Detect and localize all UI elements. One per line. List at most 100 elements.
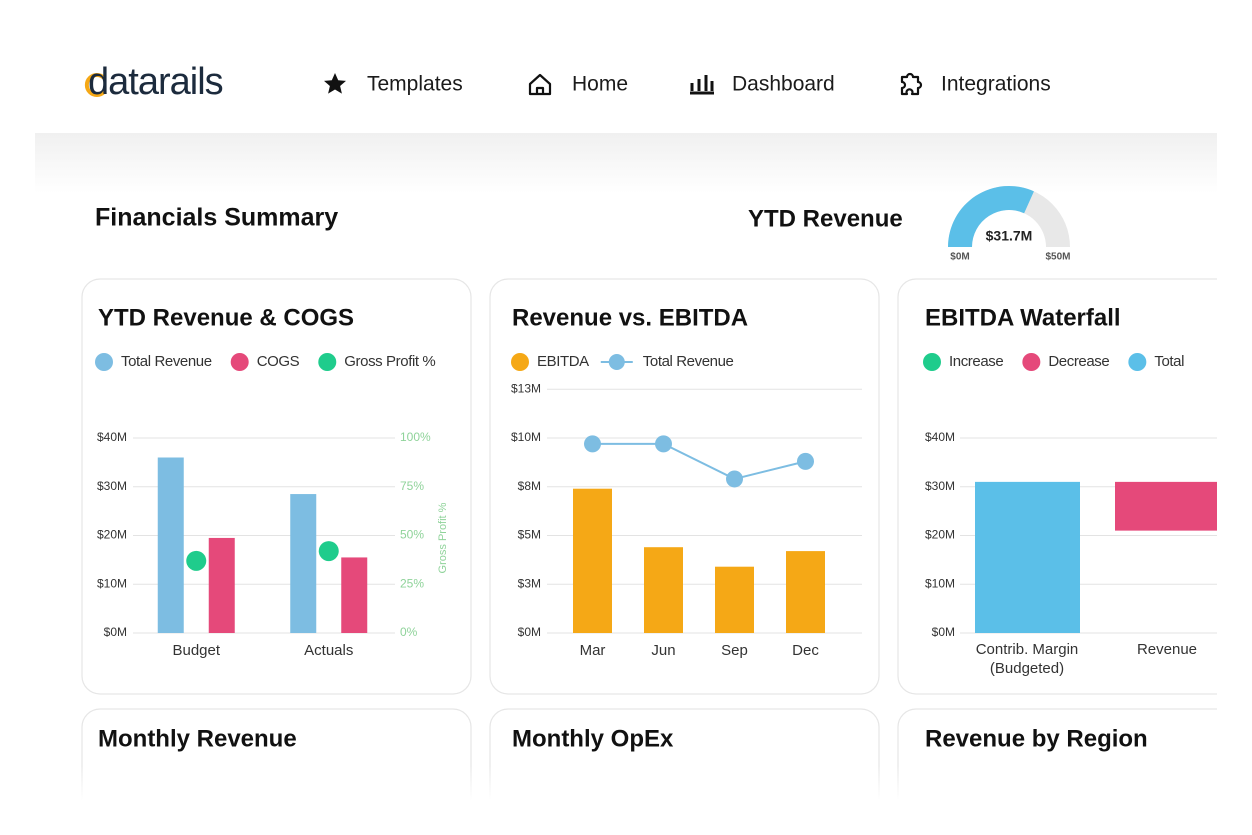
gauge-title: YTD Revenue xyxy=(748,205,903,232)
nav-dashboard[interactable]: Dashboard xyxy=(690,73,835,96)
x-tick-label-box: Contrib. Margin (Budgeted) xyxy=(975,641,1079,677)
legend-marker xyxy=(1128,353,1147,371)
y-tick-label: $13M xyxy=(511,381,541,395)
bar xyxy=(573,488,612,633)
star-icon xyxy=(324,73,346,94)
ytd-gauge: YTD Revenue $31.7M $0M $50M xyxy=(748,186,1071,263)
y2-tick-label: 100% xyxy=(400,430,431,444)
legend-label: Total Revenue xyxy=(643,353,734,370)
nav-templates[interactable]: Templates xyxy=(324,73,463,96)
legend-marker xyxy=(608,354,625,370)
legend-label: Total Revenue xyxy=(121,353,212,370)
y-tick-label: $5M xyxy=(518,528,541,542)
panel-title: Monthly OpEx xyxy=(512,725,674,752)
dashboard-icon xyxy=(690,75,714,95)
nav-label[interactable]: Home xyxy=(572,73,628,96)
bar xyxy=(644,547,683,633)
charts: YTD Revenue $31.7M $0M $50M YTD Revenue & CO… xyxy=(95,186,1217,677)
page-title: Financials Summary xyxy=(95,204,338,232)
nav-home[interactable]: Home xyxy=(528,73,628,96)
y2-tick-label: 50% xyxy=(400,528,424,542)
header-shadow xyxy=(35,133,1217,193)
legend-marker xyxy=(511,353,529,371)
y2-tick-label: 25% xyxy=(400,576,424,590)
x-tick-label: Revenue xyxy=(1136,641,1198,658)
bar xyxy=(157,457,184,633)
x-tick-label: Jun xyxy=(651,642,675,659)
y2-tick-label: 75% xyxy=(400,479,424,493)
legend-marker xyxy=(1022,353,1041,371)
gauge-value xyxy=(948,186,1034,247)
legend-marker xyxy=(95,353,113,371)
legend-label: Gross Profit % xyxy=(344,353,435,370)
nav-label[interactable]: Templates xyxy=(367,73,463,96)
legend-label: Decrease xyxy=(1048,353,1109,370)
x-tick-label-box: Revenue xyxy=(1136,641,1198,658)
x-tick-label: Actuals xyxy=(304,642,353,659)
line-point xyxy=(584,435,601,453)
y-tick-label: $3M xyxy=(518,576,541,590)
legend-marker xyxy=(318,353,337,371)
gauge-tick-label: $50M xyxy=(1045,252,1070,263)
legend-label: Total xyxy=(1154,353,1184,370)
home-icon xyxy=(528,73,552,96)
y-tick-label: $20M xyxy=(925,528,955,542)
waterfall-bar xyxy=(1115,481,1217,531)
y-tick-label: $0M xyxy=(104,625,127,639)
bottom-fill xyxy=(0,800,1252,835)
card-title: YTD Revenue & COGS xyxy=(98,304,354,331)
y-tick-label: $0M xyxy=(932,625,955,639)
y-tick-label: $40M xyxy=(97,430,127,444)
bar xyxy=(208,537,235,633)
y-tick-label: $20M xyxy=(97,528,127,542)
y-tick-label: $10M xyxy=(97,576,127,590)
y-tick-label: $40M xyxy=(925,430,955,444)
bar xyxy=(786,551,825,633)
gauge-tick-label: $0M xyxy=(950,252,969,263)
nav-label[interactable]: Dashboard xyxy=(732,73,835,96)
y-tick-label: $30M xyxy=(925,479,955,493)
ebitda-waterfall-chart: EBITDA Waterfall Increase Decrease Total $0M… xyxy=(923,304,1217,677)
line xyxy=(592,442,806,481)
panel-title: Monthly Revenue xyxy=(98,725,297,752)
x-tick-label: Budget xyxy=(172,642,220,659)
revenue-ebitda-chart: Revenue vs. EBITDA EBITDA Total Revenue $0M… xyxy=(511,304,862,659)
logo[interactable]: datarails xyxy=(88,61,224,103)
line-point xyxy=(655,435,672,453)
bar xyxy=(341,557,368,633)
gross-profit-dot xyxy=(186,550,207,571)
puzzle-icon xyxy=(900,72,923,96)
gauge-value-label: $31.7M xyxy=(986,228,1033,244)
nav-label[interactable]: Integrations xyxy=(941,73,1051,96)
revenue-cogs-chart: YTD Revenue & COGS Total Revenue COGS Gross… xyxy=(95,304,449,659)
y-tick-label: $8M xyxy=(518,479,541,493)
x-tick-label: Contrib. Margin (Budgeted) xyxy=(975,641,1079,677)
legend-label: EBITDA xyxy=(537,353,589,370)
panel-title: Revenue by Region xyxy=(925,725,1148,752)
nav-integrations[interactable]: Integrations xyxy=(900,72,1051,96)
y2-axis-label: Gross Profit % xyxy=(437,502,449,573)
x-tick-label: Sep xyxy=(721,642,748,659)
y-tick-label: $10M xyxy=(925,576,955,590)
line-point xyxy=(797,452,814,470)
bar xyxy=(290,494,317,633)
card-title: Revenue vs. EBITDA xyxy=(512,304,748,331)
card-title: EBITDA Waterfall xyxy=(925,304,1121,331)
logo-mark xyxy=(84,73,106,97)
legend-label: Increase xyxy=(949,353,1003,370)
waterfall-bar xyxy=(975,481,1080,633)
y2-tick-label: 0% xyxy=(400,625,418,639)
line-point xyxy=(726,470,743,488)
legend-label: COGS xyxy=(257,353,300,370)
x-tick-label: Dec xyxy=(792,642,819,659)
bottom-fade xyxy=(0,765,1252,800)
gross-profit-dot xyxy=(318,541,339,562)
y-tick-label: $30M xyxy=(97,479,127,493)
bar xyxy=(715,566,754,633)
y-tick-label: $10M xyxy=(511,430,541,444)
legend-marker xyxy=(230,353,249,371)
legend-marker xyxy=(923,353,941,371)
x-tick-label: Mar xyxy=(580,642,606,659)
